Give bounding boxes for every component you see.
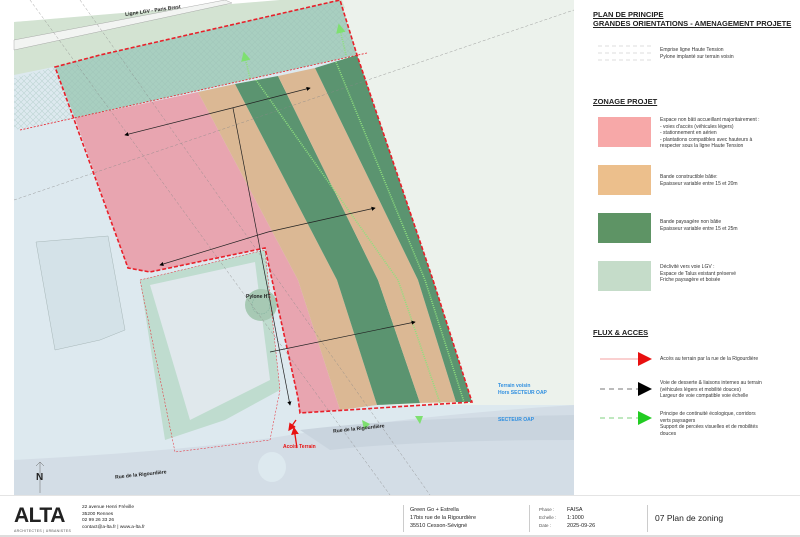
phase-value: FAISA	[567, 507, 583, 513]
address-line: 35200 Rennes	[82, 511, 114, 517]
zone-orange-1	[198, 84, 377, 410]
black-arrow-icon	[638, 382, 652, 396]
zonage-title: ZONAGE PROJET	[593, 97, 658, 106]
zone-text-green: Bande paysagère non bâtie Epaisseur vari…	[660, 219, 738, 232]
swatch-orange	[598, 165, 651, 195]
flux-title: FLUX & ACCES	[593, 328, 649, 337]
flux-icons	[600, 352, 652, 425]
building	[35, 235, 126, 351]
agency-address: 22 avenue Henri Fréville 35200 Rennes 02…	[82, 505, 145, 531]
address-line: 22 avenue Henri Fréville	[82, 505, 134, 510]
divider	[647, 505, 648, 532]
scale-value: 1:1000	[567, 515, 584, 521]
zone-pink	[75, 92, 340, 413]
project-street: 17bis rue de la Rigourdière	[410, 515, 477, 521]
ecological-corridor	[241, 23, 465, 404]
date-label: Date :	[539, 523, 552, 528]
divider	[403, 505, 404, 532]
sector-label: SECTEUR OAP	[498, 417, 535, 423]
contact-links[interactable]: contact@a-lta.fr | www.a-lta.fr	[82, 524, 145, 530]
zone-text-orange: Bande constructible bâtie: Epaisseur var…	[660, 174, 738, 187]
project-city: 35510 Cesson-Sévigné	[410, 523, 468, 529]
access-label: Accès Terrain	[283, 444, 316, 450]
north-label: N	[36, 472, 44, 483]
green-arrow-icon	[638, 411, 652, 425]
scale-label: Echelle :	[539, 515, 557, 520]
phase-label: Phase :	[539, 507, 555, 512]
meta-values: FAISA 1:1000 2025-09-26	[567, 506, 595, 530]
flux-text-corridor: Principe de continuité écologique, corri…	[660, 411, 758, 437]
neighbour-label-1: Terrain voisin	[498, 383, 531, 389]
title-block: ALTA ARCHITECTES | URBANISTES 22 avenue …	[0, 495, 800, 537]
flux-text-road: Voie de desserte & liaisons internes au …	[660, 380, 762, 400]
legend-title-1: PLAN DE PRINCIPE	[593, 10, 664, 19]
neighbour-label-2: Hors SECTEUR OAP	[498, 390, 547, 396]
divider	[529, 505, 530, 532]
flux-text-access: Accès au terrain par la rue de la Rigour…	[660, 356, 759, 362]
project-name: Green Go + Estrella	[410, 507, 459, 513]
swatch-talus	[598, 261, 651, 291]
zone-green-1	[235, 76, 420, 405]
legend: PLAN DE PRINCIPE GRANDES ORIENTATIONS - …	[585, 0, 800, 495]
access-arrows	[288, 419, 299, 449]
swatch-green	[598, 213, 651, 243]
site-plan-map	[13, 0, 575, 495]
hv-line-icon	[598, 45, 653, 61]
date-value: 2025-09-26	[567, 523, 596, 529]
zone-green-2	[315, 55, 472, 402]
red-arrow-icon	[638, 352, 652, 366]
alta-logo: ALTA	[14, 504, 65, 527]
hv-line-text: Emprise ligne Haute Tension Pylone impla…	[660, 47, 734, 60]
zone-text-pink: Espace non bâti accueillant majoritairem…	[660, 117, 760, 150]
legend-title-2: GRANDES ORIENTATIONS - AMENAGEMENT PROJE…	[593, 19, 792, 28]
railway-track	[13, 0, 233, 51]
north-arrow-icon	[35, 461, 45, 493]
sheet-title: 07 Plan de zoning	[655, 513, 724, 523]
pylon-label: Pylone HT	[246, 294, 271, 300]
logo-subtitle: ARCHITECTES | URBANISTES	[14, 529, 72, 533]
internal-road-arrows	[124, 86, 416, 406]
high-voltage-line	[13, 0, 575, 495]
site-boundary	[53, 0, 474, 414]
zone-text-talus: Déclivité vers voie LGV : Espace de Talu…	[660, 264, 737, 284]
swatch-pink	[598, 117, 651, 147]
project-info: Green Go + Estrella 17bis rue de la Rigo…	[410, 506, 476, 530]
meta-labels: Phase : Echelle : Date :	[539, 506, 556, 530]
phone: 02 99 26 33 26	[82, 518, 115, 524]
